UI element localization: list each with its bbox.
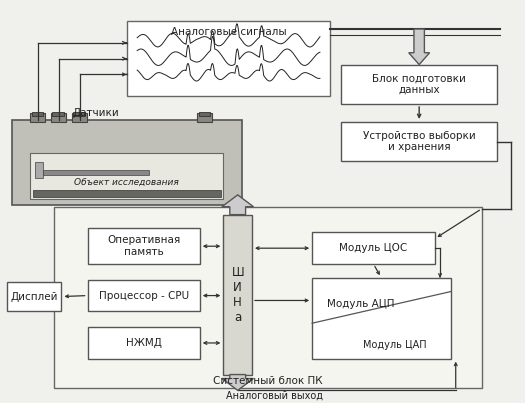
Text: Ш
И
Н
а: Ш И Н а: [232, 266, 244, 324]
Bar: [341, 122, 498, 161]
Text: Устройство выборки
и хранения: Устройство выборки и хранения: [363, 131, 476, 152]
Text: Датчики: Датчики: [72, 108, 119, 118]
Text: Аналоговый выход: Аналоговый выход: [226, 391, 323, 400]
Text: Системный блок ПК: Системный блок ПК: [213, 376, 322, 386]
Bar: [32, 112, 43, 116]
Polygon shape: [222, 195, 254, 215]
Bar: [12, 120, 242, 205]
Polygon shape: [409, 29, 429, 64]
Bar: [197, 114, 212, 122]
Bar: [43, 170, 150, 175]
Bar: [127, 21, 330, 96]
Bar: [30, 114, 45, 122]
Bar: [88, 327, 200, 359]
Text: НЖМД: НЖМД: [126, 338, 162, 348]
Text: Аналоговые сигналы: Аналоговые сигналы: [171, 27, 286, 37]
Bar: [341, 64, 498, 104]
Text: Модуль ЦАП: Модуль ЦАП: [363, 340, 427, 350]
Bar: [7, 282, 61, 312]
Text: Модуль ЦОС: Модуль ЦОС: [339, 243, 407, 253]
Text: Объект исследования: Объект исследования: [75, 178, 179, 187]
Polygon shape: [222, 374, 254, 391]
Bar: [74, 112, 85, 116]
Text: Оперативная
память: Оперативная память: [107, 235, 180, 257]
Bar: [312, 233, 435, 264]
Bar: [51, 114, 66, 122]
Bar: [88, 229, 200, 264]
Bar: [52, 112, 64, 116]
Text: Дисплей: Дисплей: [10, 291, 58, 301]
Bar: [198, 112, 211, 116]
Bar: [88, 280, 200, 312]
Bar: [33, 190, 220, 197]
Text: Модуль АЦП: Модуль АЦП: [327, 299, 394, 309]
Bar: [30, 154, 223, 199]
Bar: [223, 215, 252, 374]
Text: Блок подготовки
данных: Блок подготовки данных: [372, 73, 466, 95]
Text: Процессор - CPU: Процессор - CPU: [99, 291, 189, 301]
Bar: [54, 207, 482, 388]
Bar: [312, 278, 450, 359]
Bar: [72, 114, 87, 122]
Bar: [35, 162, 43, 179]
